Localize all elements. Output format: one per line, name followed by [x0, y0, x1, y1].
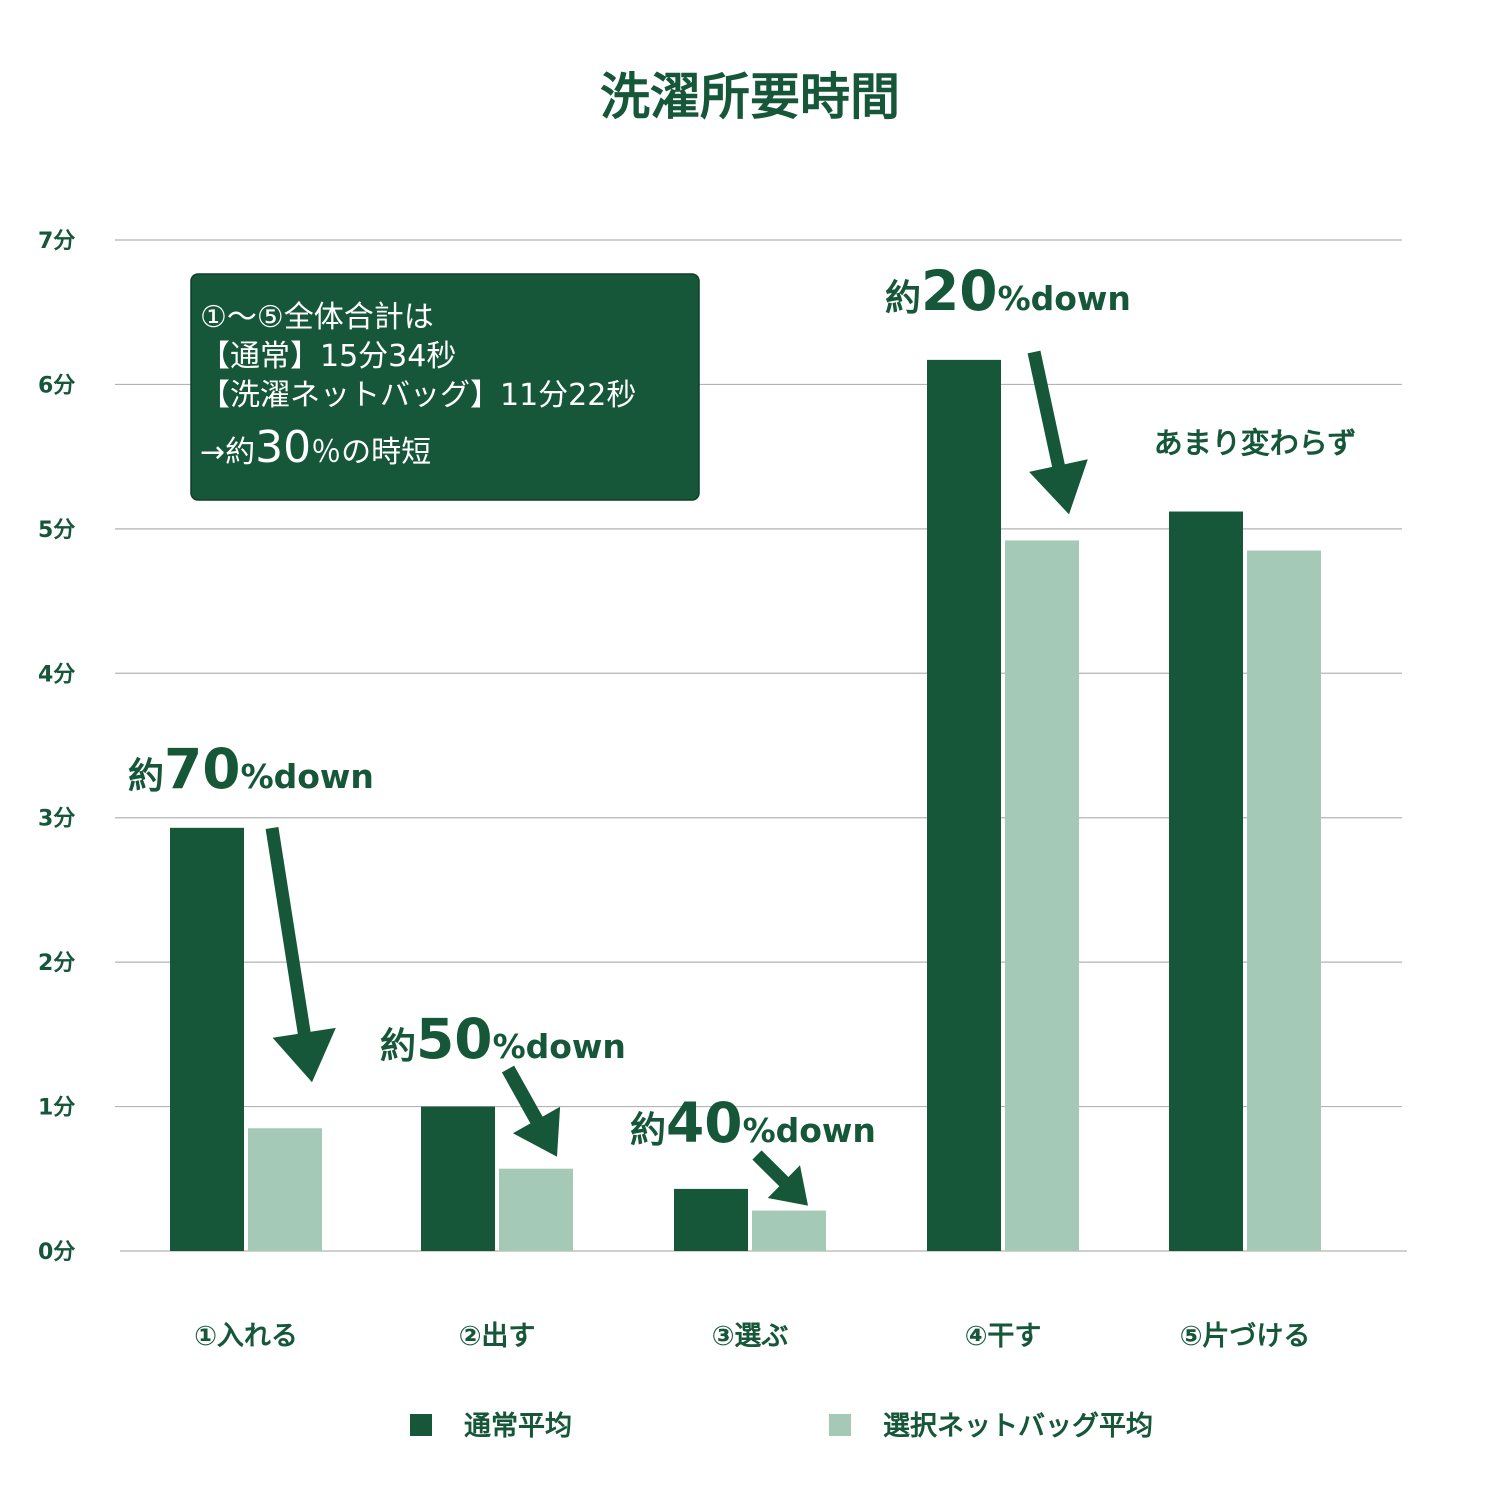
annotation-number: 50 [416, 1007, 493, 1071]
annotation-suffix: %down [241, 757, 374, 796]
annotation-number: 70 [164, 737, 241, 801]
legend-swatch-normal [410, 1414, 432, 1436]
y-tick-label: 5分 [38, 518, 75, 543]
arrow-down-4 [1027, 350, 1088, 515]
x-tick-label: ③選ぶ [712, 1321, 789, 1352]
summary-line-3: 【洗濯ネットバッグ】11分22秒 [200, 378, 636, 413]
summary-line-4: →約30％の時短 [200, 422, 431, 473]
legend-swatch-net-bag [829, 1414, 851, 1436]
summary-line-1: ①〜⑤全体合計は [200, 300, 434, 335]
legend-label-net-bag: 選択ネットバッグ平均 [883, 1410, 1153, 1442]
annotation-reduction: 約50%down [380, 1007, 626, 1071]
annotation-prefix: 約 [630, 1110, 666, 1151]
bar-net-bag-3 [752, 1210, 826, 1251]
annotation-reduction: 約20%down [885, 259, 1131, 323]
bar-normal-5 [1169, 511, 1243, 1251]
chart-title: 洗濯所要時間 [600, 68, 900, 126]
bar-normal-1 [170, 827, 244, 1251]
annotation-suffix: %down [743, 1111, 876, 1150]
x-tick-label: ⑤片づける [1180, 1321, 1311, 1352]
summary-note: ①〜⑤全体合計は 【通常】15分34秒 【洗濯ネットバッグ】11分22秒 →約3… [190, 273, 700, 501]
annotation-number: 40 [666, 1091, 743, 1155]
y-tick-label: 3分 [38, 807, 75, 832]
annotation-prefix: 約 [128, 756, 164, 797]
y-axis-ticks: 0分 1分 2分 3分 4分 5分 6分 7分 [38, 229, 75, 1265]
annotation-prefix: 約 [885, 278, 921, 319]
x-tick-label: ②出す [459, 1321, 536, 1352]
arrow-down-2 [501, 1065, 561, 1157]
summary-line-4-number: 30 [255, 422, 311, 473]
x-axis-ticks: ①入れる ②出す ③選ぶ ④干す ⑤片づける [194, 1321, 1310, 1352]
bar-normal-2 [421, 1106, 495, 1251]
reduction-arrows [265, 350, 1088, 1206]
annotation-number: 20 [921, 259, 998, 323]
x-tick-label: ④干す [965, 1321, 1042, 1352]
bar-net-bag-5 [1247, 550, 1321, 1251]
arrow-down-1 [265, 827, 336, 1083]
summary-line-4-suffix: ％の時短 [311, 435, 431, 470]
summary-line-4-prefix: →約 [200, 435, 255, 470]
x-tick-label: ①入れる [194, 1321, 298, 1352]
annotation-reduction: 約40%down [630, 1091, 876, 1155]
y-tick-label: 6分 [38, 373, 75, 398]
bars [170, 359, 1321, 1251]
y-tick-label: 7分 [38, 229, 75, 254]
legend-label-normal: 通常平均 [464, 1411, 572, 1442]
legend: 通常平均 選択ネットバッグ平均 [410, 1410, 1153, 1442]
y-tick-label: 2分 [38, 951, 75, 976]
bar-net-bag-4 [1005, 540, 1079, 1251]
annotation-reduction: 約70%down [128, 737, 374, 801]
bar-normal-4 [927, 359, 1001, 1251]
annotation-unchanged: あまり変わらず [1154, 426, 1356, 460]
y-tick-label: 4分 [38, 662, 75, 687]
arrow-down-3 [752, 1150, 808, 1206]
bar-normal-3 [674, 1188, 748, 1251]
annotation-suffix: %down [493, 1027, 626, 1066]
annotation-prefix: 約 [380, 1026, 416, 1067]
bar-net-bag-1 [248, 1128, 322, 1251]
bar-net-bag-2 [499, 1168, 573, 1251]
y-tick-label: 0分 [38, 1240, 75, 1265]
annotation-suffix: %down [998, 279, 1131, 318]
y-tick-label: 1分 [38, 1096, 75, 1121]
summary-note-box [190, 273, 700, 501]
summary-line-2: 【通常】15分34秒 [200, 339, 456, 374]
